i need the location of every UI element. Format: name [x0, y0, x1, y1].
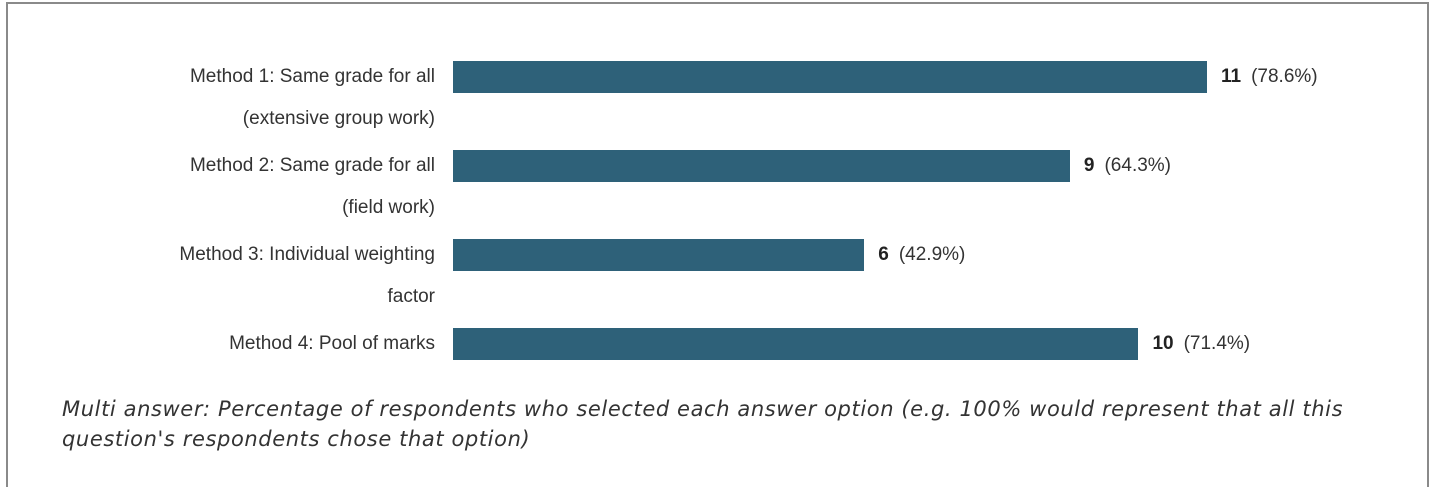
percent-label: (64.3%)	[1104, 155, 1172, 176]
category-label-line: Method 1: Same grade for all	[189, 66, 435, 87]
bar	[453, 328, 1139, 360]
bar-value-label: 11 (78.6%)	[1221, 61, 1318, 93]
category-label: Method 1: Same grade for all (extensive g…	[105, 61, 435, 135]
chart-footnote: Multi answer: Percentage of respondents …	[62, 397, 1344, 451]
category-label-line: Method 3: Individual weighting	[179, 244, 435, 265]
category-label-line: (extensive group work)	[242, 108, 435, 129]
category-label: Method 4: Pool of marks	[105, 328, 435, 360]
count-label: 9	[1083, 155, 1095, 176]
category-label-line: (field work)	[342, 197, 435, 218]
chart-frame	[6, 2, 1429, 487]
count-label: 6	[878, 244, 889, 265]
chart-row: Method 1: Same grade for all (extensive g…	[0, 61, 1439, 151]
percent-label: (71.4%)	[1183, 333, 1251, 354]
chart-row: Method 4: Pool of marks 10 (71.4%)	[0, 328, 1439, 418]
bar-chart: Method 1: Same grade for all (extensive g…	[0, 61, 1439, 360]
bar-value-label: 6 (42.9%)	[878, 239, 965, 271]
category-label: Method 2: Same grade for all (field work)	[105, 150, 435, 224]
category-label-line: Method 4: Pool of marks	[229, 333, 435, 354]
count-label: 10	[1152, 333, 1174, 354]
bar	[453, 150, 1070, 182]
category-label: Method 3: Individual weighting factor	[105, 239, 435, 313]
chart-row: Method 2: Same grade for all (field work)…	[0, 150, 1439, 240]
count-label: 11	[1221, 66, 1242, 87]
percent-label: (42.9%)	[898, 244, 966, 265]
bar	[453, 239, 865, 271]
bar-value-label: 10 (71.4%)	[1152, 328, 1250, 360]
bar-value-label: 9 (64.3%)	[1084, 150, 1171, 182]
category-label-line: factor	[387, 286, 435, 307]
percent-label: (78.6%)	[1251, 66, 1318, 87]
category-label-line: Method 2: Same grade for all	[189, 155, 435, 176]
bar	[453, 61, 1207, 93]
chart-row: Method 3: Individual weighting factor 6 (42…	[0, 239, 1439, 329]
